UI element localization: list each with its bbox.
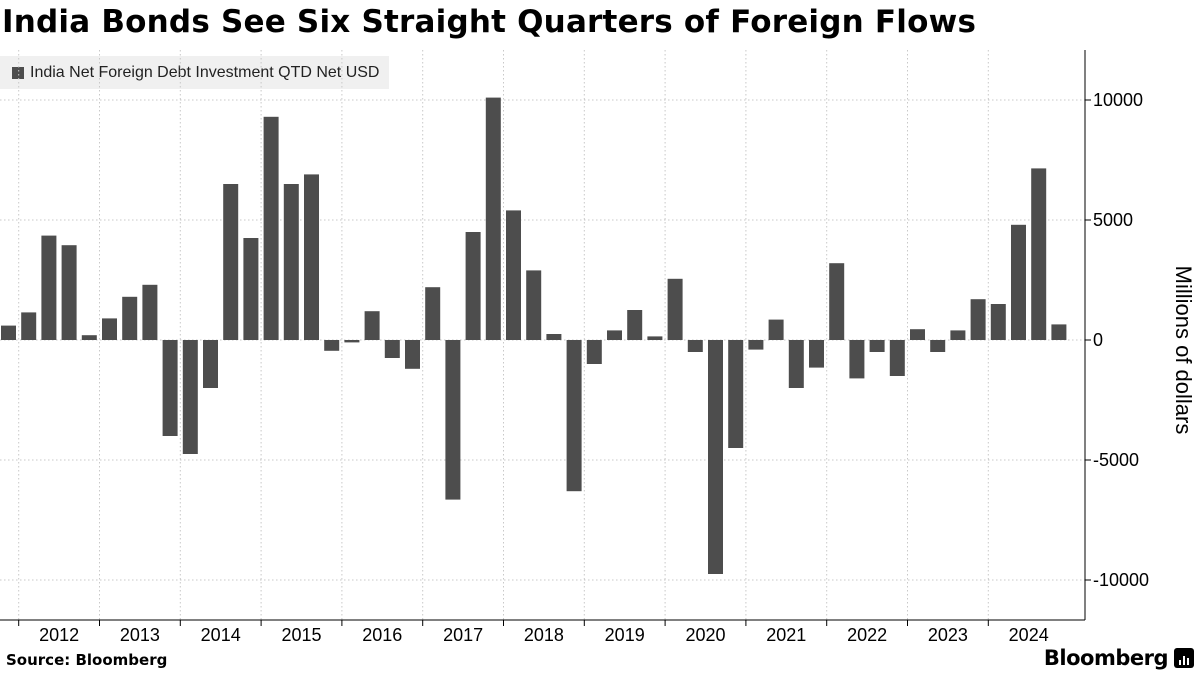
bar bbox=[243, 238, 259, 340]
bar bbox=[81, 335, 97, 340]
x-tick-label: 2021 bbox=[766, 625, 806, 645]
x-tick-label: 2016 bbox=[362, 625, 402, 645]
x-tick-label: 2019 bbox=[605, 625, 645, 645]
legend-swatch bbox=[12, 66, 24, 79]
y-tick-label: -5000 bbox=[1093, 450, 1139, 470]
bar bbox=[203, 340, 218, 388]
bar bbox=[1031, 168, 1047, 340]
bar bbox=[607, 330, 622, 340]
bar bbox=[61, 245, 77, 340]
y-tick-label: -10000 bbox=[1093, 570, 1149, 590]
grid-lines bbox=[0, 50, 1085, 620]
bar bbox=[506, 210, 521, 340]
legend: India Net Foreign Debt Investment QTD Ne… bbox=[0, 56, 390, 89]
bar bbox=[930, 340, 946, 352]
bar bbox=[21, 312, 37, 340]
brand-logo: Bloomberg bbox=[1044, 646, 1194, 670]
y-axis: 10000 5000 0 -5000 -10000 bbox=[1084, 50, 1149, 620]
bar bbox=[102, 318, 117, 340]
bar bbox=[687, 340, 703, 352]
bar bbox=[566, 340, 582, 492]
bar bbox=[405, 340, 420, 369]
bar bbox=[768, 319, 784, 340]
bar bbox=[465, 232, 481, 340]
x-tick-label: 2015 bbox=[281, 625, 321, 645]
bar bbox=[1051, 324, 1067, 340]
bar bbox=[809, 340, 824, 368]
x-axis: 2012 2013 2014 2015 2016 2017 2018 2019 2020 2021… bbox=[0, 619, 1085, 645]
bar bbox=[1011, 224, 1026, 340]
bar bbox=[445, 340, 461, 500]
bar bbox=[849, 340, 865, 379]
bar bbox=[990, 304, 1006, 340]
bar bbox=[425, 287, 441, 340]
bar bbox=[546, 334, 562, 340]
y-tick-label: 0 bbox=[1093, 330, 1103, 350]
x-tick-label: 2024 bbox=[1009, 625, 1049, 645]
bar bbox=[869, 340, 885, 352]
bar bbox=[344, 340, 360, 343]
bar bbox=[667, 278, 683, 340]
bar bbox=[41, 235, 57, 340]
bar bbox=[142, 284, 158, 340]
x-tick-label: 2022 bbox=[847, 625, 887, 645]
x-tick-label: 2017 bbox=[443, 625, 483, 645]
x-tick-label: 2013 bbox=[120, 625, 160, 645]
bar bbox=[526, 270, 542, 340]
bar bbox=[162, 340, 178, 436]
x-tick-label: 2012 bbox=[39, 625, 79, 645]
bar bbox=[728, 340, 744, 448]
source-note: Source: Bloomberg bbox=[6, 651, 168, 669]
bar bbox=[304, 174, 319, 340]
bar bbox=[283, 184, 299, 340]
legend-label: India Net Foreign Debt Investment QTD Ne… bbox=[30, 63, 380, 81]
bar bbox=[485, 97, 501, 340]
bar bbox=[950, 330, 966, 340]
bar bbox=[647, 336, 663, 340]
x-tick-label: 2018 bbox=[524, 625, 564, 645]
bar bbox=[748, 340, 764, 350]
bar bbox=[324, 340, 340, 351]
x-tick-label: 2023 bbox=[928, 625, 968, 645]
bars bbox=[1, 97, 1067, 574]
bar bbox=[586, 340, 602, 364]
bar bbox=[223, 184, 239, 340]
bar bbox=[970, 299, 986, 340]
y-tick-label: 10000 bbox=[1093, 90, 1143, 110]
x-tick-label: 2014 bbox=[201, 625, 241, 645]
bar bbox=[889, 340, 905, 376]
bar bbox=[1, 325, 16, 340]
y-axis-title: Millions of dollars bbox=[1171, 266, 1196, 435]
bar bbox=[708, 340, 723, 574]
y-tick-label: 5000 bbox=[1093, 210, 1133, 230]
bar bbox=[829, 263, 845, 340]
bar bbox=[263, 116, 279, 340]
bar bbox=[910, 329, 925, 340]
bar bbox=[364, 311, 380, 340]
brand-name: Bloomberg bbox=[1043, 646, 1169, 670]
bar bbox=[788, 340, 804, 388]
bloomberg-terminal-icon bbox=[1174, 648, 1194, 668]
bar bbox=[182, 340, 198, 454]
chart-title: India Bonds See Six Straight Quarters of… bbox=[2, 4, 977, 40]
bar bbox=[122, 296, 138, 340]
bar bbox=[627, 310, 643, 340]
x-tick-label: 2020 bbox=[685, 625, 725, 645]
bar bbox=[384, 340, 400, 358]
